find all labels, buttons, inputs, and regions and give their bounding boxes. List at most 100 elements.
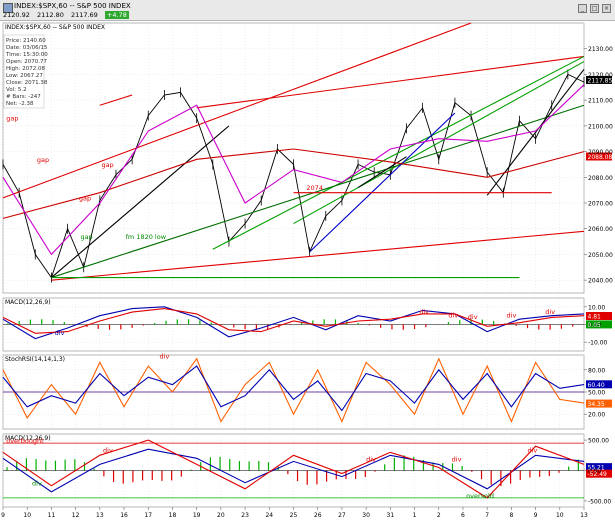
macd-histogram-bar	[447, 322, 450, 325]
panel-title: MACD(12,26,9)	[5, 299, 51, 306]
y-tick-label: 80.00	[588, 367, 605, 374]
window-controls: _ □ ×	[578, 4, 611, 13]
annotation-label: div	[32, 480, 42, 488]
y-tick-label: 2050.00	[588, 252, 613, 259]
macd-histogram-bar	[221, 324, 224, 326]
histogram-bar	[393, 457, 395, 471]
trendline-2	[51, 230, 585, 281]
price-tag-bg	[586, 399, 612, 408]
histogram-bar	[539, 470, 541, 477]
histogram-bar	[355, 470, 357, 479]
y-tick-label: 2130.00	[588, 46, 613, 53]
info-box-line: Open: 2070.77	[6, 59, 48, 65]
series-line-1	[2, 365, 585, 412]
histogram-bar	[132, 470, 134, 483]
macd-histogram-bar	[131, 324, 133, 328]
price-tag-bg	[586, 152, 612, 161]
histogram-bar	[112, 470, 115, 482]
macd-histogram-bar	[391, 324, 393, 330]
window-menu-icon[interactable]	[3, 3, 13, 13]
y-tick-label: 2120.00	[588, 72, 613, 79]
minimize-icon[interactable]: _	[578, 4, 587, 13]
histogram-bar	[287, 470, 289, 475]
x-tick-label: 26	[314, 512, 322, 519]
trendline-4	[293, 61, 585, 225]
histogram-bar	[161, 470, 163, 481]
y-tick-label: 500.00	[588, 438, 609, 445]
histogram-bar	[306, 470, 308, 485]
macd-histogram-bar	[108, 324, 111, 330]
macd-histogram-bar	[41, 319, 43, 325]
histogram-bar	[500, 470, 502, 487]
macd-histogram-bar	[63, 322, 65, 325]
annotation-label: div	[452, 455, 462, 463]
chart-svg[interactable]: 2040.002050.002060.002070.002080.002090.…	[0, 21, 615, 526]
annotation-label: oversold	[466, 492, 494, 500]
close-icon[interactable]: ×	[602, 4, 611, 13]
x-tick-label: 2	[437, 512, 441, 519]
histogram-bar	[413, 456, 415, 471]
y-tick-label: -500.00	[588, 498, 611, 505]
histogram-bar	[296, 470, 299, 482]
y-tick-label: 50.00	[588, 390, 605, 397]
grid-layer	[2, 22, 587, 510]
price-tag-bg	[586, 312, 612, 321]
x-tick-label: 31	[387, 512, 395, 519]
histogram-bar	[229, 458, 231, 471]
macd-histogram-bar	[334, 319, 337, 325]
series-line-0	[2, 357, 585, 424]
x-tick-label: 7	[485, 512, 489, 519]
y-tick-label: 10.00	[588, 304, 605, 311]
macd-histogram-bar	[7, 323, 9, 325]
price-tag-bg	[586, 75, 612, 84]
price-tag-bg	[586, 469, 612, 478]
macd-histogram-bar	[493, 321, 495, 325]
x-tick-label: 16	[120, 512, 128, 519]
x-tick-label: 25	[290, 512, 298, 519]
x-tick-label: 6	[461, 512, 465, 519]
x-tick-label: 20	[217, 512, 225, 519]
info-box-line: Low: 2067.27	[6, 73, 43, 79]
macd-histogram-bar	[425, 324, 427, 328]
annotation-label: 2074	[306, 184, 323, 192]
histogram-bar	[422, 460, 425, 471]
price-tag-label: 2117.85	[588, 77, 613, 84]
annotation-label: fm 1820 low	[126, 233, 167, 241]
y-tick-label: 2090.00	[588, 149, 613, 156]
histogram-bar	[35, 458, 37, 471]
macd-histogram-bar	[560, 324, 563, 329]
price-tag-label: 60.40	[588, 382, 605, 389]
price-tag-bg	[586, 463, 612, 472]
macd-histogram-bar	[357, 322, 359, 325]
histogram-bar	[568, 466, 570, 471]
macd-histogram-bar	[538, 324, 540, 330]
annotation-label: div	[366, 455, 376, 463]
info-box-line: # Bars: -247	[6, 94, 41, 100]
histogram-bar	[219, 456, 221, 471]
histogram-bar	[238, 461, 241, 471]
histogram-bar	[16, 460, 18, 471]
trendline-8	[51, 125, 230, 278]
y-tick-label: 0.00	[588, 468, 602, 475]
macd-histogram-bar	[187, 319, 190, 325]
histogram-bar	[54, 460, 57, 471]
trendline-9	[486, 68, 585, 196]
y-tick-label: 2070.00	[588, 201, 613, 208]
histogram-bar	[64, 459, 66, 471]
annotation-label: div	[160, 353, 170, 361]
price-tag-label: 55.21	[588, 465, 605, 472]
annotation-label: gap	[79, 194, 91, 202]
annotation-label: div	[507, 311, 517, 319]
histogram-bar	[180, 470, 182, 477]
macd-histogram-bar	[459, 320, 461, 325]
info-box-line: Time: 15:30:00	[5, 52, 48, 58]
macd-histogram-bar	[572, 324, 574, 327]
annotation-label: gap	[37, 156, 49, 164]
price-tag-label: -52.49	[588, 471, 608, 478]
x-tick-label: 9	[1, 512, 5, 519]
trendline-12	[99, 94, 133, 106]
price-tag-label: 2088.08	[588, 154, 613, 161]
histogram-bar	[258, 460, 260, 471]
maximize-icon[interactable]: □	[590, 4, 599, 13]
